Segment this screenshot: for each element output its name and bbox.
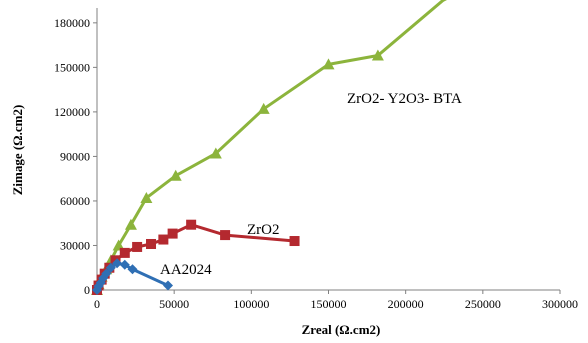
data-point-triangle bbox=[169, 169, 182, 181]
series-aa2024 bbox=[92, 258, 173, 295]
x-axis-ticks: 0 50000 100000 150000 200000 250000 300000 bbox=[94, 290, 578, 311]
x-axis-title: Zreal (Ω.cm2) bbox=[302, 322, 381, 337]
data-point-diamond bbox=[119, 259, 130, 270]
series-label-zro2: ZrO2 bbox=[247, 222, 280, 238]
x-tick-label: 0 bbox=[94, 297, 100, 311]
data-point-diamond bbox=[162, 280, 173, 291]
x-tick-label: 100000 bbox=[233, 297, 269, 311]
data-point-square bbox=[119, 247, 130, 258]
data-point-square bbox=[186, 219, 197, 230]
data-point-square bbox=[289, 236, 300, 247]
y-axis-ticks: 0 30000 60000 90000 120000 150000 180000 bbox=[54, 16, 97, 297]
data-point-triangle bbox=[257, 102, 270, 114]
y-tick-label: 150000 bbox=[54, 60, 90, 74]
y-axis-title: Zimage (Ω.cm2) bbox=[10, 105, 25, 196]
data-point-square bbox=[167, 228, 178, 239]
data-point-triangle bbox=[322, 58, 335, 70]
data-point-square bbox=[220, 230, 231, 241]
y-tick-label: 60000 bbox=[60, 194, 90, 208]
y-tick-label: 0 bbox=[84, 283, 90, 297]
series-label-zro2-y2o3-bta: ZrO2- Y2O3- BTA bbox=[347, 91, 462, 107]
data-point-diamond bbox=[105, 262, 116, 273]
data-point-square bbox=[132, 241, 143, 252]
x-tick-label: 300000 bbox=[542, 297, 578, 311]
data-point-triangle bbox=[124, 218, 137, 230]
x-tick-label: 150000 bbox=[311, 297, 347, 311]
y-tick-label: 30000 bbox=[60, 238, 90, 252]
data-point-triangle bbox=[112, 239, 125, 251]
y-tick-label: 90000 bbox=[60, 149, 90, 163]
x-tick-label: 50000 bbox=[159, 297, 189, 311]
y-tick-label: 120000 bbox=[54, 105, 90, 119]
data-point-diamond bbox=[101, 268, 112, 279]
x-tick-label: 200000 bbox=[388, 297, 424, 311]
y-tick-label: 180000 bbox=[54, 16, 90, 30]
data-point-square bbox=[146, 238, 157, 249]
data-point-triangle bbox=[371, 49, 384, 61]
plot-series bbox=[91, 0, 447, 295]
x-tick-label: 250000 bbox=[465, 297, 501, 311]
data-point-triangle bbox=[209, 147, 222, 159]
data-point-square bbox=[158, 234, 169, 245]
series-zro2-y2o3-bta bbox=[91, 0, 447, 295]
data-point-diamond bbox=[112, 258, 123, 269]
series-label-aa2024: AA2024 bbox=[160, 262, 212, 278]
data-point-diamond bbox=[127, 264, 138, 275]
data-point-triangle bbox=[140, 191, 153, 203]
